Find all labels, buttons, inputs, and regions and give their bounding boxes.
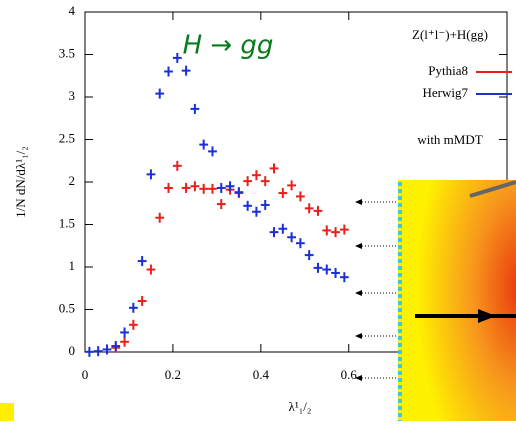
y-tick-label: 2 xyxy=(69,173,76,188)
data-point xyxy=(234,187,244,198)
data-point xyxy=(322,264,332,275)
legend-label: Pythia8 xyxy=(428,63,468,78)
data-point xyxy=(85,346,94,357)
x-axis-label: λ¹₁/₂ xyxy=(289,399,312,414)
data-point xyxy=(128,302,138,313)
corner-square xyxy=(0,403,14,421)
data-point xyxy=(128,319,138,330)
data-point xyxy=(190,181,200,192)
data-point xyxy=(339,224,349,235)
data-point xyxy=(155,88,165,99)
data-point xyxy=(164,66,173,77)
y-tick-label: 1.5 xyxy=(59,215,75,230)
data-point xyxy=(208,146,217,157)
y-tick-label: 2.5 xyxy=(59,130,75,145)
legend-title: Z(l⁺l⁻)+H(gg) xyxy=(412,27,488,42)
data-point xyxy=(269,227,279,238)
data-point xyxy=(331,227,340,238)
data-point xyxy=(146,169,156,180)
overlay-image xyxy=(355,180,516,421)
data-point xyxy=(287,180,296,191)
data-point xyxy=(199,139,209,150)
data-point xyxy=(181,182,191,193)
x-tick-label: 0 xyxy=(82,367,89,382)
data-point xyxy=(252,170,261,181)
data-point xyxy=(146,264,156,275)
legend-label: Herwig7 xyxy=(423,85,469,100)
data-point xyxy=(216,199,226,210)
marks xyxy=(84,11,507,357)
x-tick-label: 0.2 xyxy=(165,367,181,382)
data-point xyxy=(287,232,296,243)
data-point xyxy=(278,188,288,199)
note: with mMDT xyxy=(417,132,482,147)
data-point xyxy=(252,206,261,217)
data-point xyxy=(296,191,305,202)
data-point xyxy=(243,200,253,211)
image-arrow xyxy=(469,180,516,198)
x-tick-label: 0.6 xyxy=(341,367,358,382)
data-point xyxy=(216,182,226,193)
data-point xyxy=(313,205,323,216)
data-point xyxy=(111,341,121,352)
y-axis-label: 1/N dN/dλ¹₁/₂ xyxy=(13,146,28,218)
y-tick-label: 0 xyxy=(69,343,76,358)
data-point xyxy=(322,225,332,236)
y-tick-label: 1 xyxy=(69,258,76,273)
data-point xyxy=(172,52,182,63)
data-point xyxy=(172,160,182,171)
y-tick-label: 4 xyxy=(69,3,76,18)
data-point xyxy=(155,212,165,223)
data-point xyxy=(260,176,270,187)
data-point xyxy=(102,344,112,355)
data-point xyxy=(296,238,305,249)
data-point xyxy=(225,181,235,192)
data-point xyxy=(199,183,209,194)
data-point xyxy=(208,183,217,194)
data-point xyxy=(164,182,173,193)
data-point xyxy=(243,176,253,187)
data-point xyxy=(269,163,279,174)
data-point xyxy=(260,199,270,210)
data-point xyxy=(137,296,147,306)
data-point xyxy=(120,327,129,338)
data-point xyxy=(339,272,349,283)
data-point xyxy=(313,262,323,273)
data-point xyxy=(137,256,147,267)
heatmap-image xyxy=(398,180,516,421)
data-point xyxy=(120,336,129,347)
data-point xyxy=(93,346,103,357)
annotation: H → gg xyxy=(183,31,274,61)
pointer-heads xyxy=(355,199,362,381)
data-point xyxy=(278,223,288,234)
y-tick-label: 3 xyxy=(69,88,76,103)
data-point xyxy=(190,103,200,114)
y-tick-label: 0.5 xyxy=(59,300,75,315)
data-point xyxy=(181,65,191,76)
data-point xyxy=(331,267,340,278)
y-tick-label: 3.5 xyxy=(59,45,75,60)
x-tick-label: 0.4 xyxy=(253,367,270,382)
data-point xyxy=(304,203,314,214)
data-point xyxy=(304,250,314,261)
image-arrowhead xyxy=(478,309,496,323)
